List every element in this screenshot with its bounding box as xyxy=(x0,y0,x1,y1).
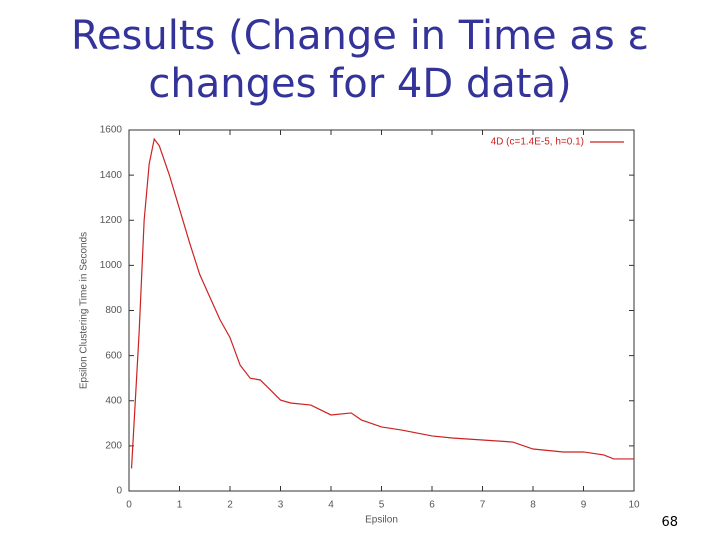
page-number: 68 xyxy=(661,515,678,530)
y-tick-label: 1200 xyxy=(100,215,123,226)
x-tick-label: 6 xyxy=(429,500,435,511)
x-tick-label: 8 xyxy=(530,500,536,511)
y-tick-label: 1400 xyxy=(100,170,123,181)
y-tick-label: 800 xyxy=(105,305,122,316)
y-tick-label: 600 xyxy=(105,350,122,361)
x-tick-label: 10 xyxy=(628,500,640,511)
x-tick-label: 2 xyxy=(227,500,233,511)
y-tick-label: 1000 xyxy=(100,260,123,271)
y-tick-label: 400 xyxy=(105,395,122,406)
x-tick-label: 9 xyxy=(581,500,587,511)
x-tick-label: 3 xyxy=(278,500,284,511)
slide-title: Results (Change in Time as ε changes for… xyxy=(0,12,720,108)
x-tick-label: 4 xyxy=(328,500,334,511)
y-axis-label: Epsilon Clustering Time in Seconds xyxy=(79,232,90,389)
plot-frame xyxy=(128,129,635,492)
x-tick-label: 7 xyxy=(480,500,486,511)
x-tick-label: 5 xyxy=(379,500,385,511)
data-line xyxy=(130,137,634,469)
x-tick-label: 0 xyxy=(126,500,132,511)
y-tick-label: 1600 xyxy=(100,125,123,136)
title-line: changes for 4D data) xyxy=(148,61,572,107)
x-axis-label: Epsilon xyxy=(365,515,398,526)
y-tick-label: 0 xyxy=(116,486,122,497)
legend-label: 4D (c=1.4E-5, h=0.1) xyxy=(491,137,584,148)
x-tick-label: 1 xyxy=(177,500,183,511)
title-line: Results (Change in Time as ε xyxy=(70,13,650,59)
y-tick-label: 200 xyxy=(105,441,122,452)
